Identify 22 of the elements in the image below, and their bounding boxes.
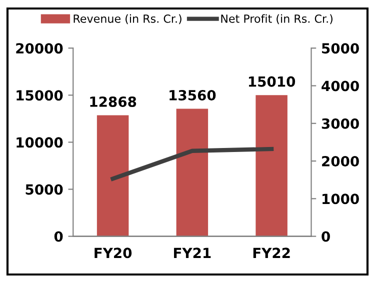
x-tick-label: FY22	[253, 248, 290, 258]
x-tick-label: FY20	[94, 248, 132, 258]
bar	[176, 108, 208, 236]
bar	[256, 95, 288, 236]
y2-tick-label: 0	[322, 231, 330, 242]
text: 12868	[90, 96, 136, 107]
text: 13560	[170, 90, 216, 100]
y-tick-label: 15000	[16, 90, 63, 101]
y2-tick-label: 5000	[322, 43, 359, 54]
y-tick-label: 20000	[16, 43, 63, 54]
y-tick-label: 10000	[16, 137, 63, 148]
y-tick-label: 5000	[26, 184, 63, 195]
y-tick-label: 0	[54, 231, 63, 242]
legend-label: Net Profit (in Rs. Cr.)	[221, 14, 332, 24]
y2-tick-label: 2000	[322, 156, 359, 166]
legend-label: Revenue (in Rs. Cr.)	[74, 14, 182, 24]
x-tick-label: FY21	[174, 248, 211, 258]
y2-tick-label: 1000	[322, 194, 359, 204]
y2-tick-label: 3000	[322, 118, 359, 129]
y2-tick-label: 4000	[322, 80, 359, 92]
bar	[96, 115, 129, 236]
text: 15010	[248, 76, 296, 87]
